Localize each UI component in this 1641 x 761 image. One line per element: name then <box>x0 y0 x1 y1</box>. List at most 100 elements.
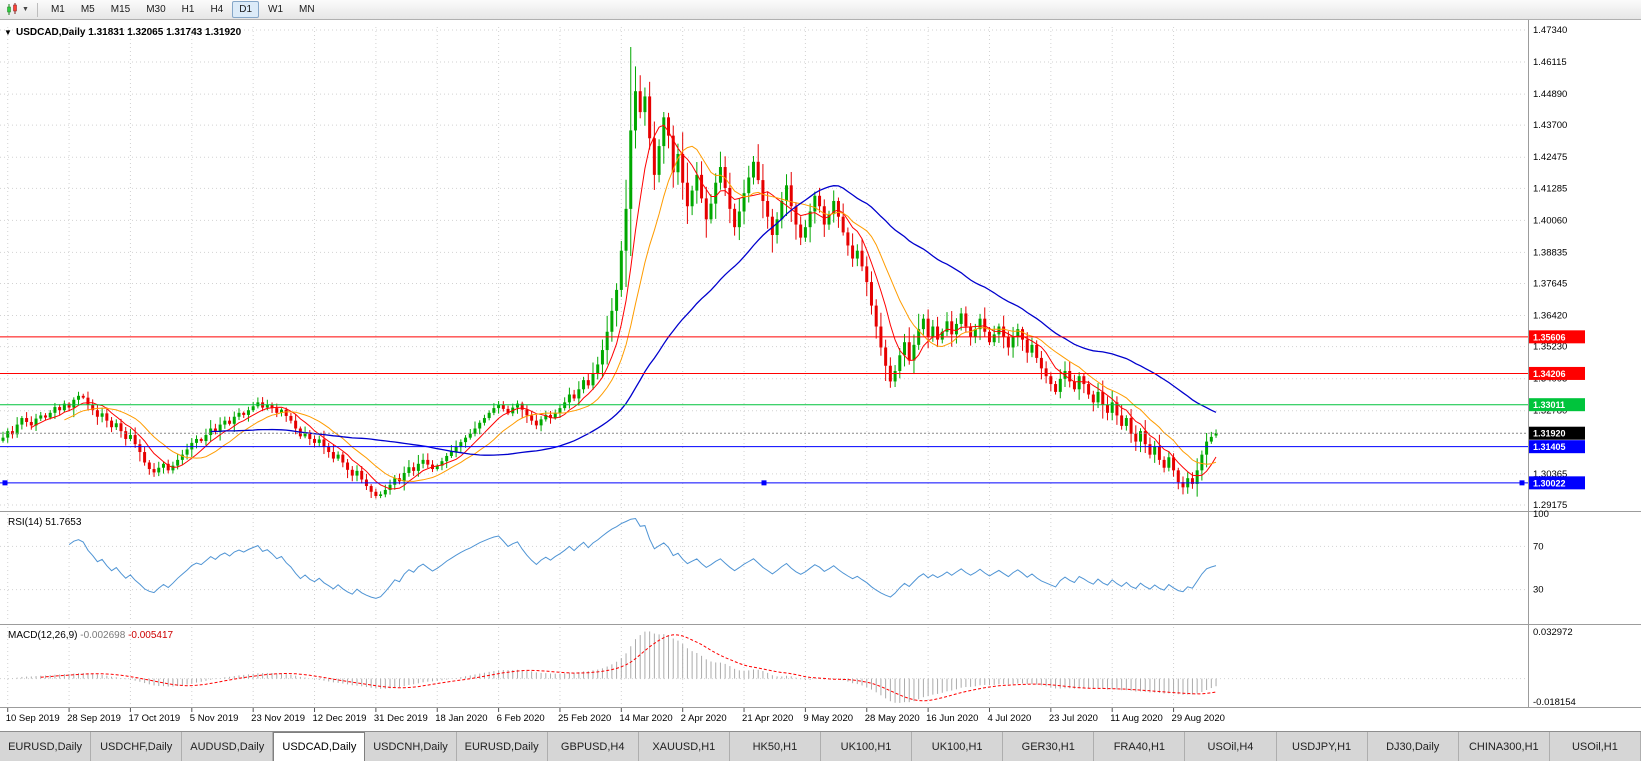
tab-dj30-daily[interactable]: DJ30,Daily <box>1367 732 1459 761</box>
rsi-line <box>68 517 1217 599</box>
tab-hk50-h1[interactable]: HK50,H1 <box>729 732 821 761</box>
date-label: 4 Jul 2020 <box>987 713 1031 724</box>
timeframe-button-d1[interactable]: D1 <box>232 1 260 18</box>
svg-text:1.31920: 1.31920 <box>1533 429 1566 439</box>
chart-type-button[interactable]: ▼ <box>3 2 32 17</box>
macd-tick-label: -0.018154 <box>1533 697 1576 708</box>
timeframe-button-h4[interactable]: H4 <box>210 4 224 15</box>
macd-tick-label: 0.032972 <box>1533 627 1573 638</box>
tab-usdcnh-daily[interactable]: USDCNH,Daily <box>365 732 457 761</box>
chart-canvas[interactable]: ▼ USDCAD,Daily 1.31831 1.32065 1.31743 1.… <box>0 20 1641 731</box>
ma-line-7 <box>31 124 1217 490</box>
price-tick-label: 1.35230 <box>1533 342 1567 353</box>
price-badge-1.34206: 1.34206 <box>1529 366 1585 380</box>
svg-text:1.34206: 1.34206 <box>1533 369 1566 379</box>
timeframe-button-h1[interactable]: H1 <box>181 4 195 15</box>
price-tick-label: 1.29175 <box>1533 500 1567 511</box>
chart-background <box>0 20 1641 731</box>
price-badge-1.33011: 1.33011 <box>1529 398 1585 412</box>
time-axis[interactable]: 10 Sep 2019 28 Sep 2019 17 Oct 2019 5 Nov 2… <box>6 708 1225 724</box>
tab-uk100-h1[interactable]: UK100,H1 <box>820 732 913 761</box>
rsi-tick-label: 100 <box>1533 509 1549 520</box>
date-label: 23 Jul 2020 <box>1049 713 1098 724</box>
tab-ger30-h1[interactable]: GER30,H1 <box>1003 732 1095 761</box>
chart-area: ▼ USDCAD,Daily 1.31831 1.32065 1.31743 1.… <box>0 20 1641 731</box>
symbol-ohlc-label: USDCAD,Daily 1.31831 1.32065 1.31743 1.3… <box>16 27 242 38</box>
tab-usoil-h1[interactable]: USOil,H1 <box>1549 732 1641 761</box>
line-handle[interactable] <box>761 480 767 486</box>
date-label: 28 Sep 2019 <box>67 713 121 724</box>
tab-usdcad-daily[interactable]: USDCAD,Daily <box>273 732 366 761</box>
price-tick-label: 1.47340 <box>1533 25 1567 36</box>
date-label: 2 Apr 2020 <box>681 713 727 724</box>
tab-gbpusd-h4[interactable]: GBPUSD,H4 <box>547 732 639 761</box>
price-tick-label: 1.30365 <box>1533 469 1567 480</box>
tab-audusd-daily[interactable]: AUDUSD,Daily <box>182 732 274 761</box>
price-badge-1.30022: 1.30022 <box>1529 476 1585 490</box>
price-tick-label: 1.38835 <box>1533 247 1567 258</box>
tab-usdchf-daily[interactable]: USDCHF,Daily <box>91 732 183 761</box>
tab-fra40-h1[interactable]: FRA40,H1 <box>1094 732 1186 761</box>
tab-xauusd-h1[interactable]: XAUUSD,H1 <box>638 732 730 761</box>
price-tick-label: 1.40060 <box>1533 215 1567 226</box>
svg-text:1.33011: 1.33011 <box>1533 400 1565 410</box>
rsi-tick-label: 70 <box>1533 541 1544 552</box>
tab-label: GBPUSD,H4 <box>560 740 625 753</box>
tab-usoil-h4[interactable]: USOil,H4 <box>1185 732 1277 761</box>
tab-label: USDCAD,Daily <box>282 741 357 753</box>
price-tick-label: 1.46115 <box>1533 57 1567 68</box>
tab-label: HK50,H1 <box>752 740 798 753</box>
tab-uk100-h1[interactable]: UK100,H1 <box>912 732 1004 761</box>
tab-china300-h1[interactable]: CHINA300,H1 <box>1458 732 1550 761</box>
price-badge-1.31405: 1.31405 <box>1529 440 1585 454</box>
tab-label: USDCHF,Daily <box>100 740 173 753</box>
date-label: 18 Jan 2020 <box>435 713 487 724</box>
macd-signal-line <box>40 634 1217 702</box>
timeframe-button-m30[interactable]: M30 <box>146 4 166 15</box>
current-price-badge: 1.31920 <box>1529 426 1585 440</box>
timeframe-button-m1[interactable]: M1 <box>50 4 65 15</box>
timeframe-button-mn[interactable]: MN <box>299 4 315 15</box>
price-tick-label: 1.41285 <box>1533 183 1567 194</box>
timeframe-button-m15[interactable]: M15 <box>110 4 131 15</box>
price-tick-label: 1.44890 <box>1533 89 1567 100</box>
tab-eurusd-daily[interactable]: EURUSD,Daily <box>0 732 92 761</box>
date-label: 10 Sep 2019 <box>6 713 60 724</box>
tab-label: USOil,H4 <box>1207 740 1254 753</box>
svg-text:1.30022: 1.30022 <box>1533 478 1566 488</box>
date-label: 16 Jun 2020 <box>926 713 978 724</box>
svg-text:1.31405: 1.31405 <box>1533 442 1566 452</box>
tab-label: GER30,H1 <box>1021 740 1075 753</box>
price-tick-label: 1.37645 <box>1533 279 1567 290</box>
tab-eurusd-daily[interactable]: EURUSD,Daily <box>456 732 548 761</box>
line-handle[interactable] <box>1519 480 1525 486</box>
tab-label: USDCNH,Daily <box>373 740 448 753</box>
tab-label: XAUUSD,H1 <box>652 740 716 753</box>
price-tick-label: 1.36420 <box>1533 311 1567 322</box>
ma-line-14 <box>64 145 1217 482</box>
tab-label: UK100,H1 <box>840 740 892 753</box>
rsi-label: RSI(14) 51.7653 <box>8 517 82 528</box>
chevron-down-icon: ▼ <box>22 6 29 13</box>
date-label: 5 Nov 2019 <box>190 713 239 724</box>
date-label: 28 May 2020 <box>865 713 920 724</box>
tab-label: AUDUSD,Daily <box>190 740 265 753</box>
tab-usdjpy-h1[interactable]: USDJPY,H1 <box>1276 732 1368 761</box>
tab-label: FRA40,H1 <box>1113 740 1166 753</box>
date-label: 25 Feb 2020 <box>558 713 611 724</box>
price-tick-label: 1.43700 <box>1533 120 1567 131</box>
tab-label: DJ30,Daily <box>1386 740 1440 753</box>
date-label: 9 May 2020 <box>803 713 853 724</box>
timeframe-button-m5[interactable]: M5 <box>80 4 95 15</box>
rsi-tick-label: 30 <box>1533 585 1544 596</box>
timeframe-button-w1[interactable]: W1 <box>268 4 284 15</box>
one-click-trading-arrow[interactable]: ▼ <box>4 28 12 37</box>
tab-label: USDJPY,H1 <box>1292 740 1352 753</box>
timeframe-buttons: M1 M5 M15 M30 H1 H4 D1 W1 MN <box>43 1 323 18</box>
line-handle[interactable] <box>2 480 8 486</box>
price-axis[interactable]: 1.47340 1.46115 1.44890 1.43700 1.42475 1.412… <box>1529 25 1585 708</box>
ma-line-45 <box>210 185 1217 456</box>
candles-layer <box>1 47 1218 499</box>
date-label: 29 Aug 2020 <box>1172 713 1225 724</box>
